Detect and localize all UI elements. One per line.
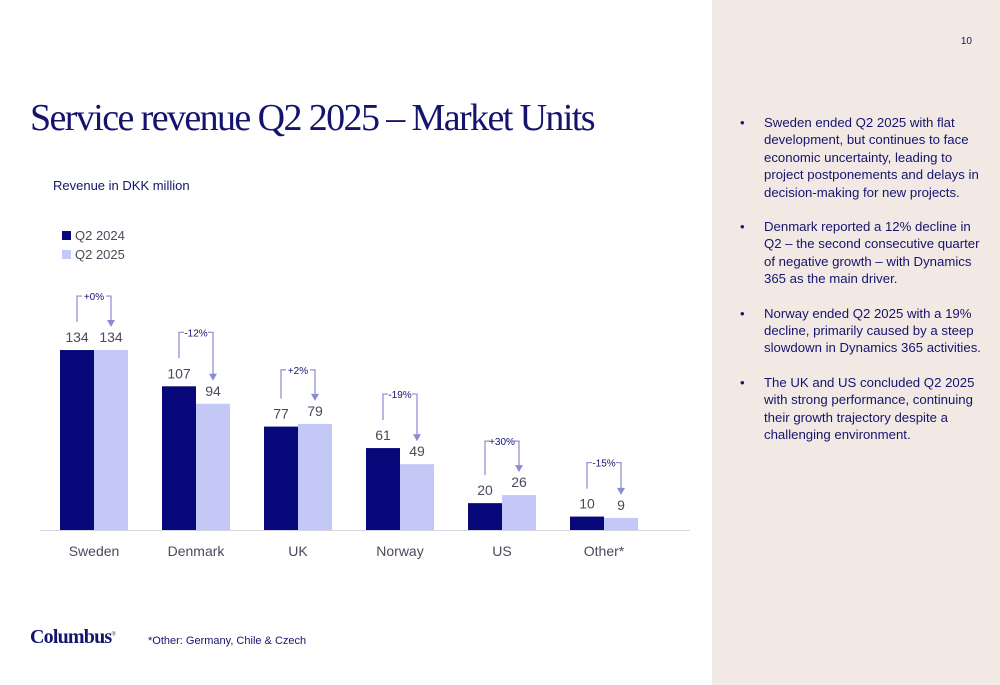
change-bracket-uk — [280, 369, 316, 399]
bar-uk-q2-2024 — [264, 426, 298, 530]
category-label-norway: Norway — [376, 543, 423, 559]
page-title: Service revenue Q2 2025 – Market Units — [30, 97, 596, 139]
change-bracket-us — [484, 440, 520, 476]
value-label-sweden-q2-2025: 134 — [99, 329, 123, 345]
commentary-item-norway: Norway ended Q2 2025 with a 19% decline,… — [738, 305, 982, 357]
legend-swatch-q2-2025 — [62, 250, 71, 259]
bar-denmark-q2-2024 — [162, 386, 196, 530]
value-label-norway-q2-2025: 49 — [409, 443, 425, 459]
category-label-uk: UK — [288, 543, 308, 559]
logo-text: Columbus — [30, 626, 112, 648]
bar-us-q2-2025 — [502, 495, 536, 530]
category-label-denmark: Denmark — [168, 543, 226, 559]
commentary-item-uk-us: The UK and US concluded Q2 2025 with str… — [738, 374, 982, 444]
change-bracket-denmark — [178, 331, 214, 376]
bar-sweden-q2-2025 — [94, 350, 128, 530]
change-label-denmark: -12% — [184, 328, 207, 339]
bar-uk-q2-2025 — [298, 423, 332, 530]
bar-sweden-q2-2024 — [60, 350, 94, 530]
value-label-norway-q2-2024: 61 — [375, 427, 391, 443]
value-label-us-q2-2025: 26 — [511, 474, 527, 490]
value-label-uk-q2-2024: 77 — [273, 406, 289, 422]
bar-other-q2-2025 — [604, 517, 638, 530]
legend-label-q2-2024: Q2 2024 — [75, 228, 125, 243]
change-label-norway: -19% — [388, 390, 411, 401]
value-label-other-q2-2024: 10 — [579, 496, 595, 512]
change-bracket-other — [586, 461, 622, 490]
change-bracket-sweden — [76, 295, 112, 323]
legend-item-q2-2024: Q2 2024 — [62, 226, 125, 245]
value-label-denmark-q2-2024: 107 — [167, 365, 191, 381]
bar-us-q2-2024 — [468, 503, 502, 530]
change-arrowhead-sweden — [107, 320, 115, 328]
bar-norway-q2-2025 — [400, 464, 434, 530]
change-arrowhead-denmark — [209, 373, 217, 381]
change-arrowhead-uk — [311, 393, 319, 401]
category-label-other: Other* — [584, 543, 625, 559]
value-label-sweden-q2-2024: 134 — [65, 329, 89, 345]
value-label-denmark-q2-2025: 94 — [205, 383, 221, 399]
bar-other-q2-2024 — [570, 516, 604, 530]
page-number: 10 — [960, 36, 972, 47]
category-label-us: US — [492, 543, 511, 559]
bar-chart: 134 134 Sweden +0% 107 94 Denmark -12% 77 79 UK +2%… — [40, 292, 690, 559]
change-bracket-norway — [382, 393, 418, 437]
commentary-item-denmark: Denmark reported a 12% decline in Q2 – t… — [738, 218, 982, 288]
legend-swatch-q2-2024 — [62, 231, 71, 240]
change-arrowhead-other — [617, 487, 625, 495]
value-label-us-q2-2024: 20 — [477, 482, 493, 498]
change-label-uk: +2% — [288, 366, 308, 377]
bar-norway-q2-2024 — [366, 448, 400, 530]
chart-legend: Q2 2024 Q2 2025 — [62, 226, 125, 264]
change-arrowhead-norway — [413, 434, 421, 442]
change-label-sweden: +0% — [84, 292, 104, 303]
footnote: *Other: Germany, Chile & Czech — [148, 635, 307, 647]
columbus-logo: Columbus® — [30, 626, 116, 649]
commentary-list: Sweden ended Q2 2025 with flat developme… — [738, 114, 982, 461]
value-label-other-q2-2025: 9 — [617, 497, 625, 513]
commentary-item-sweden: Sweden ended Q2 2025 with flat developme… — [738, 114, 982, 201]
category-label-sweden: Sweden — [69, 543, 120, 559]
change-label-other: -15% — [592, 459, 615, 470]
bar-denmark-q2-2025 — [196, 403, 230, 530]
logo-registered-mark: ® — [111, 631, 116, 638]
y-axis-caption: Revenue in DKK million — [53, 178, 190, 193]
legend-item-q2-2025: Q2 2025 — [62, 245, 125, 264]
change-label-us: +30% — [489, 437, 515, 448]
change-arrowhead-us — [515, 465, 523, 473]
value-label-uk-q2-2025: 79 — [307, 403, 323, 419]
legend-label-q2-2025: Q2 2025 — [75, 247, 125, 262]
